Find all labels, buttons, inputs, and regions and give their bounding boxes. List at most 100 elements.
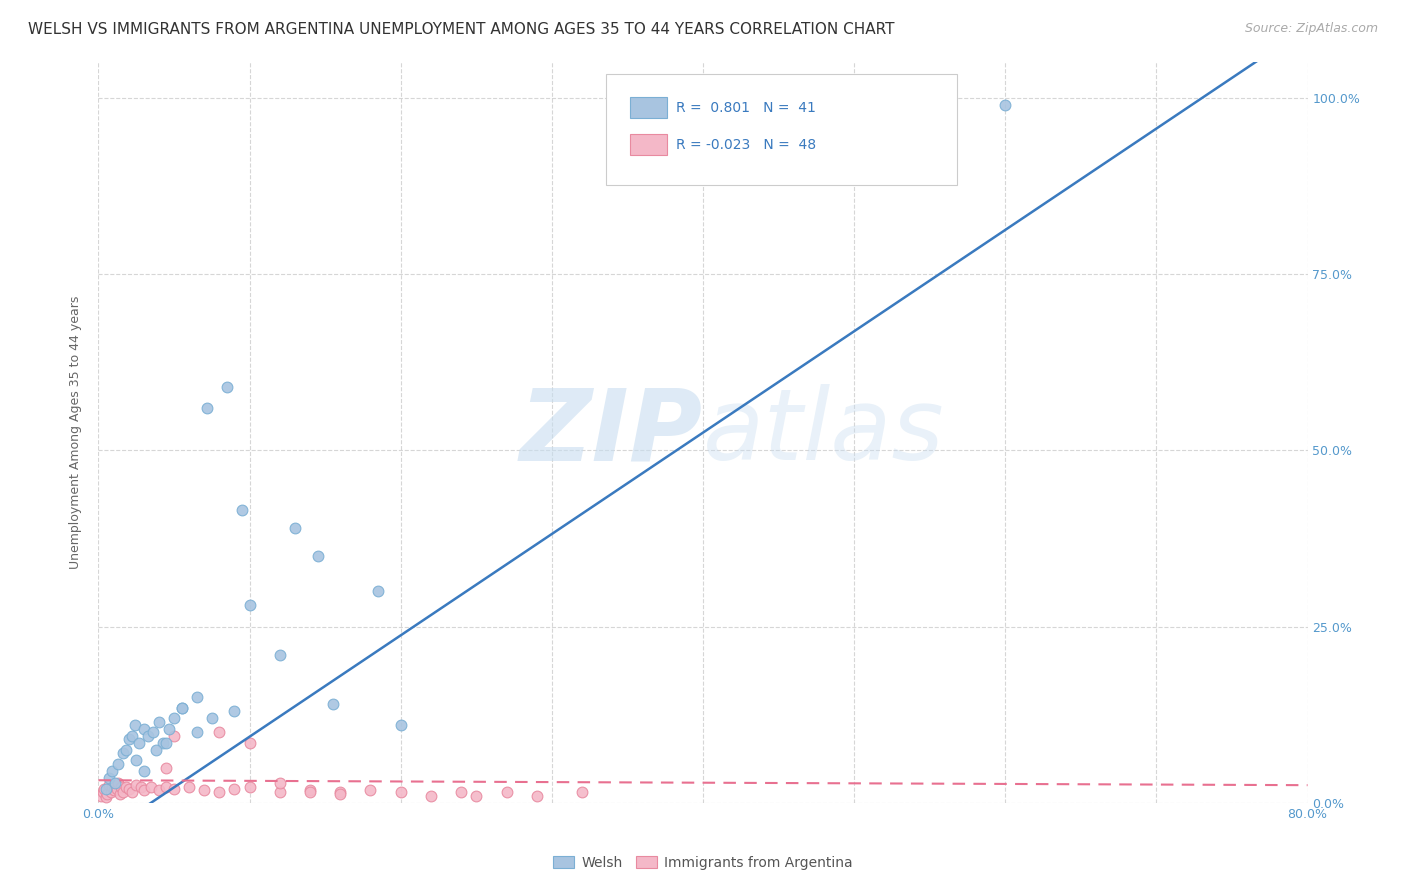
Point — [159, 722, 181, 736]
Text: R = -0.023   N =  48: R = -0.023 N = 48 — [676, 137, 817, 152]
Text: WELSH VS IMMIGRANTS FROM ARGENTINA UNEMPLOYMENT AMONG AGES 35 TO 44 YEARS CORREL: WELSH VS IMMIGRANTS FROM ARGENTINA UNEMP… — [28, 22, 894, 37]
Point — [269, 776, 291, 790]
Point — [132, 722, 155, 736]
Point — [450, 785, 472, 799]
Point — [94, 781, 117, 796]
Point — [103, 783, 125, 797]
Point — [526, 789, 548, 803]
Point — [465, 789, 488, 803]
Point — [367, 584, 389, 599]
Point — [145, 743, 167, 757]
Point — [208, 785, 231, 799]
Point — [186, 725, 208, 739]
Point — [193, 783, 215, 797]
Point — [108, 788, 131, 802]
Point — [104, 778, 127, 792]
Point — [307, 549, 329, 563]
FancyBboxPatch shape — [606, 73, 957, 185]
Point — [107, 757, 129, 772]
Point — [93, 781, 115, 796]
Text: ZIP: ZIP — [520, 384, 703, 481]
Point — [104, 776, 127, 790]
Point — [360, 783, 382, 797]
Point — [299, 785, 322, 799]
Point — [170, 700, 193, 714]
Point — [186, 690, 208, 704]
Point — [100, 785, 122, 799]
Point — [121, 785, 143, 799]
Point — [155, 780, 177, 795]
Point — [676, 97, 699, 112]
Point — [114, 780, 136, 795]
Point — [322, 697, 344, 711]
Point — [224, 704, 246, 718]
Point — [152, 736, 174, 750]
Point — [125, 754, 148, 768]
Point — [329, 785, 352, 799]
Point — [329, 788, 352, 802]
Point — [142, 725, 165, 739]
Point — [132, 764, 155, 778]
Point — [284, 521, 307, 535]
Point — [121, 729, 143, 743]
Point — [389, 718, 412, 732]
Text: R =  0.801   N =  41: R = 0.801 N = 41 — [676, 101, 817, 114]
Point — [98, 778, 121, 792]
Point — [239, 599, 262, 613]
Point — [136, 729, 159, 743]
Point — [101, 780, 124, 795]
Point — [170, 700, 193, 714]
Bar — [630, 97, 666, 118]
Point — [141, 780, 163, 795]
Point — [118, 732, 141, 747]
Point — [224, 781, 246, 796]
Point — [118, 781, 141, 796]
Point — [114, 743, 136, 757]
Point — [231, 503, 253, 517]
Point — [179, 780, 201, 795]
Point — [215, 380, 238, 394]
Point — [132, 783, 155, 797]
Point — [155, 736, 177, 750]
Point — [148, 714, 170, 729]
Point — [163, 711, 186, 725]
Point — [239, 736, 262, 750]
Point — [420, 789, 443, 803]
Legend: Welsh, Immigrants from Argentina: Welsh, Immigrants from Argentina — [554, 856, 852, 870]
Point — [111, 784, 134, 798]
Point — [195, 401, 218, 415]
Point — [128, 736, 150, 750]
Point — [125, 778, 148, 792]
Bar — [630, 135, 666, 155]
Point — [163, 781, 186, 796]
Point — [91, 785, 114, 799]
Point — [389, 785, 412, 799]
Text: Source: ZipAtlas.com: Source: ZipAtlas.com — [1244, 22, 1378, 36]
Point — [239, 780, 262, 795]
Text: atlas: atlas — [703, 384, 945, 481]
Point — [148, 783, 170, 797]
Point — [208, 725, 231, 739]
Point — [111, 747, 134, 761]
Point — [101, 764, 124, 778]
Point — [98, 771, 121, 785]
Point — [105, 781, 128, 796]
Point — [269, 648, 291, 662]
Point — [107, 776, 129, 790]
Point — [94, 790, 117, 805]
Point — [155, 760, 177, 774]
Point — [96, 788, 118, 802]
Point — [269, 785, 291, 799]
Point — [110, 780, 132, 795]
Point — [571, 785, 593, 799]
Point — [90, 789, 112, 803]
Point — [299, 783, 322, 797]
Y-axis label: Unemployment Among Ages 35 to 44 years: Unemployment Among Ages 35 to 44 years — [69, 296, 83, 569]
Point — [124, 718, 146, 732]
Point — [163, 729, 186, 743]
Point — [495, 785, 517, 799]
Point — [201, 711, 224, 725]
Point — [994, 97, 1017, 112]
Point — [661, 97, 683, 112]
Point — [129, 780, 152, 795]
